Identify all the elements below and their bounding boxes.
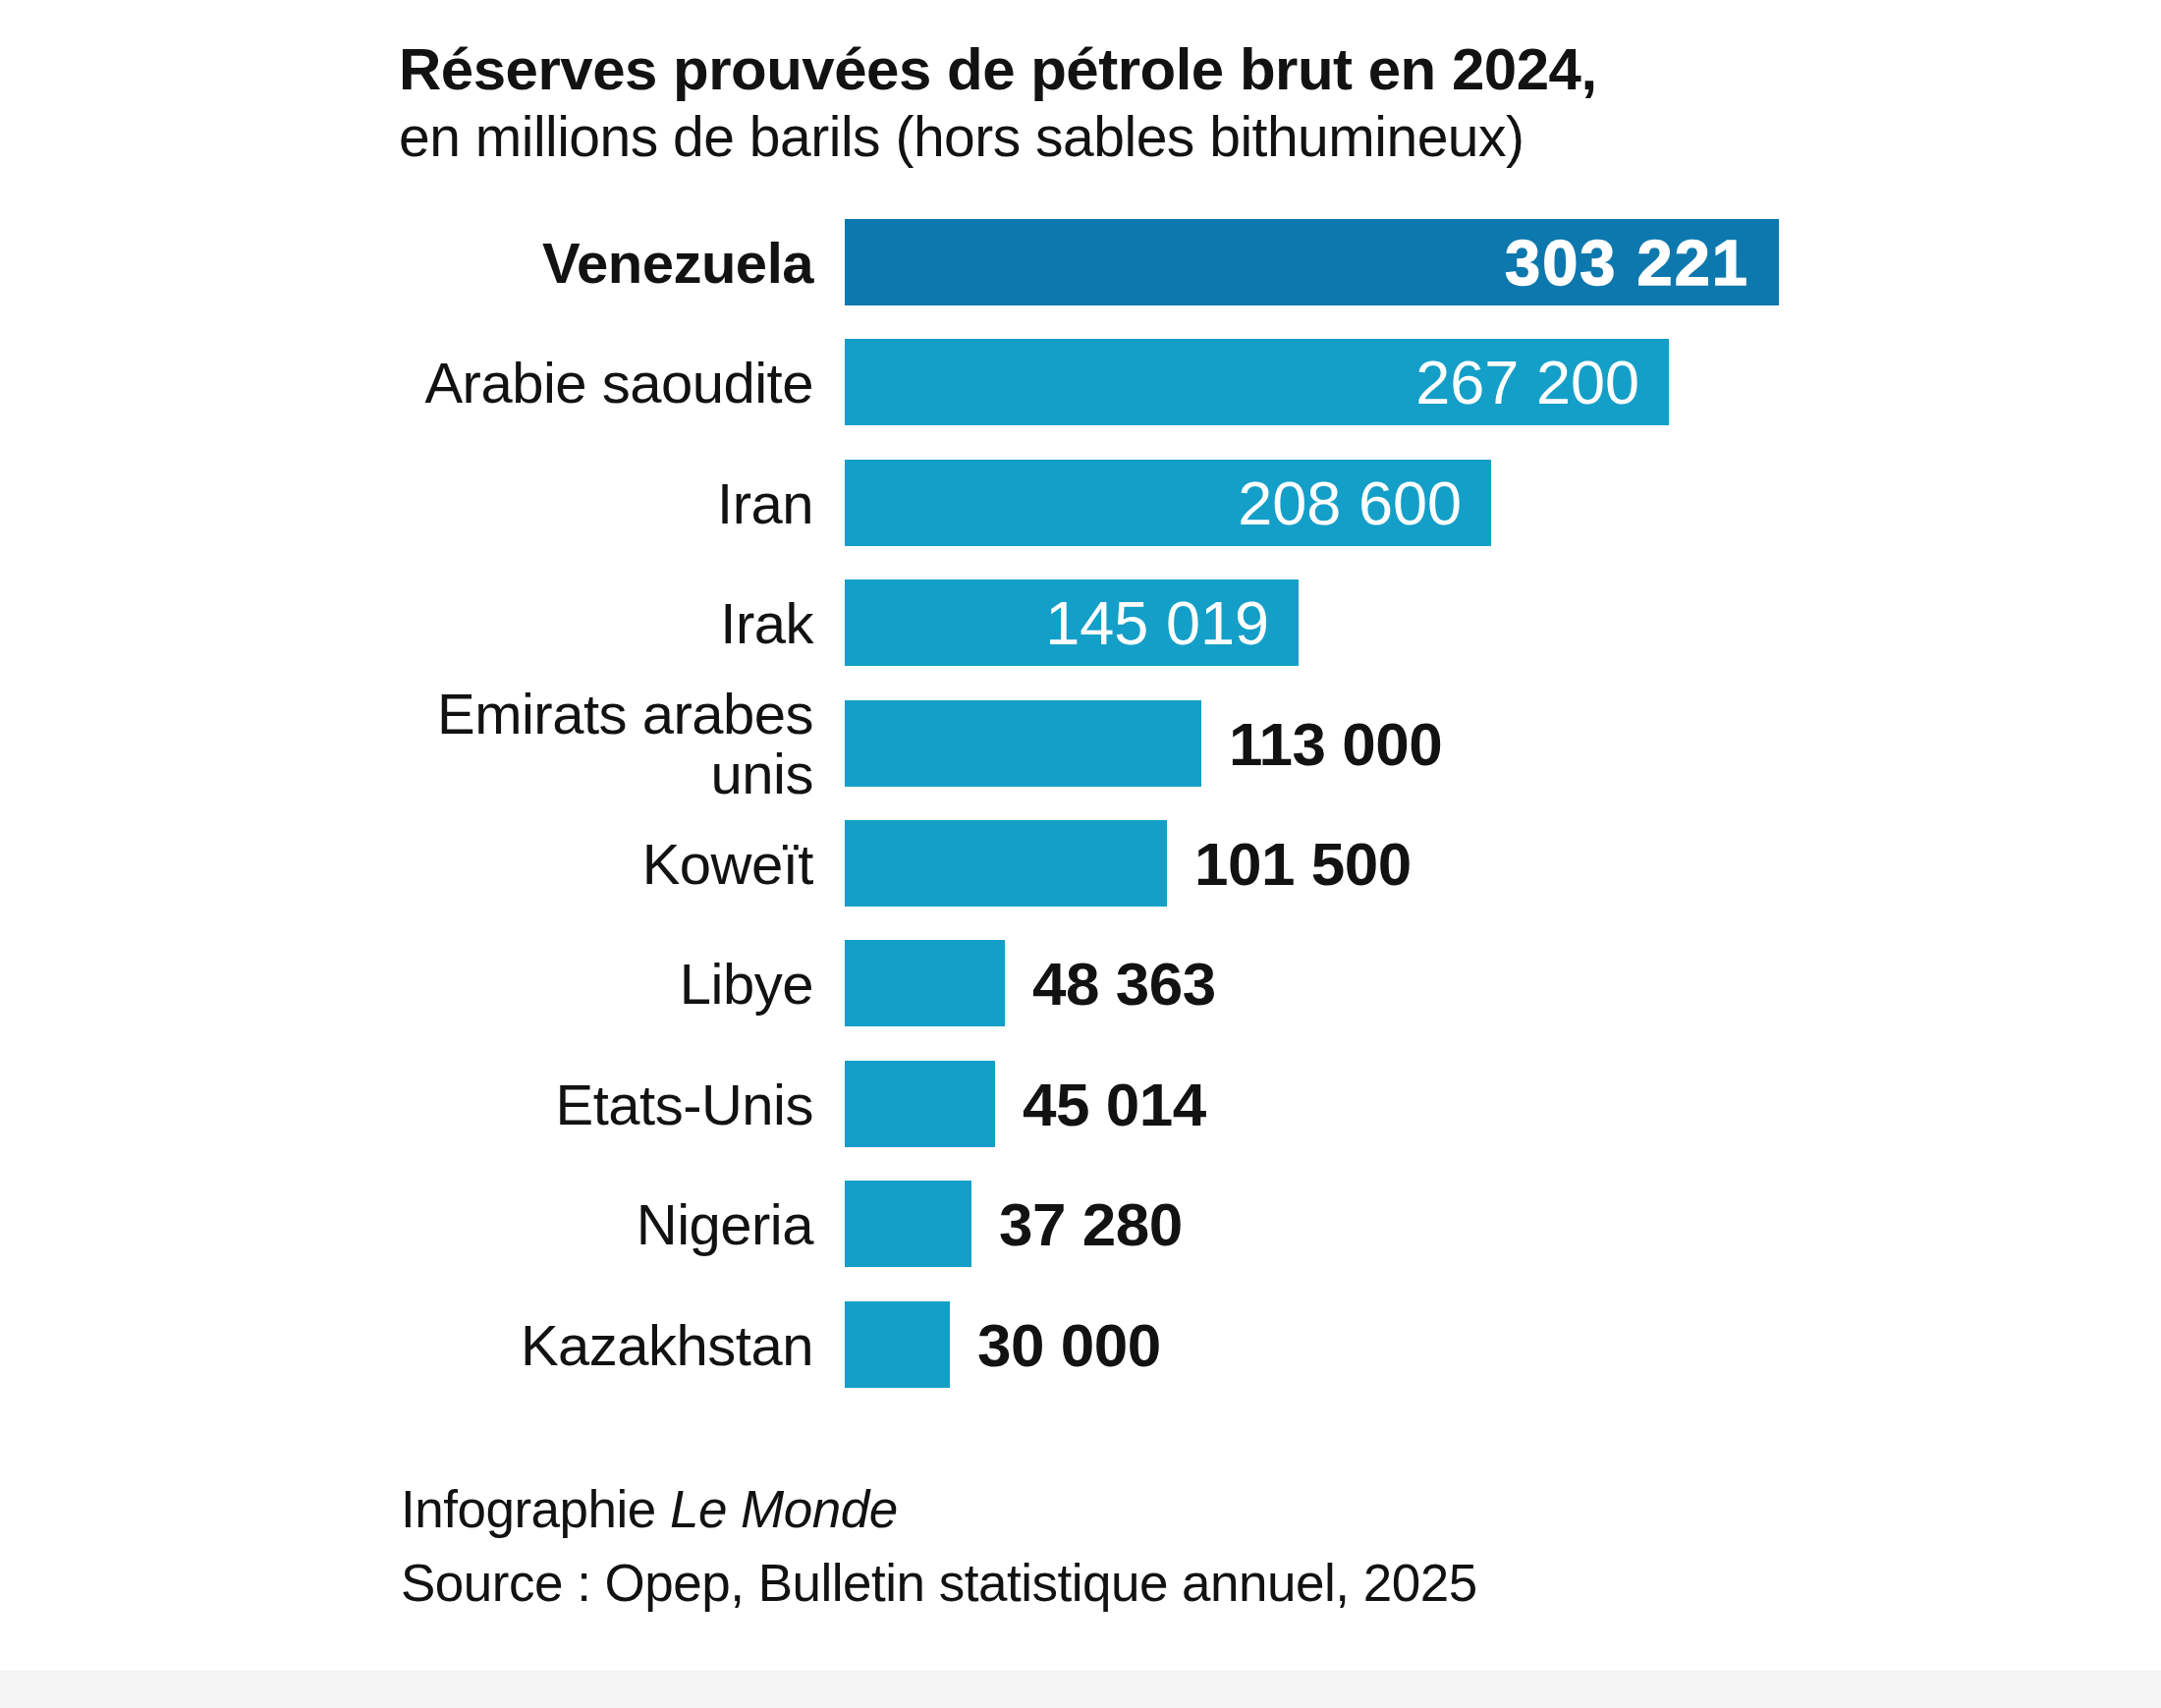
bar <box>845 1061 995 1147</box>
value-label: 267 200 <box>1415 347 1639 417</box>
chart-row: Irak 145 019 <box>0 579 2161 666</box>
bar: 145 019 <box>845 579 1299 666</box>
chart-row: Nigeria 37 280 <box>0 1181 2161 1267</box>
credit-prefix: Infographie <box>401 1480 670 1538</box>
infographic: Réserves prouvées de pétrole brut en 202… <box>0 0 2161 1708</box>
chart-row: Venezuela 303 221 <box>0 219 2161 305</box>
bar <box>845 820 1167 907</box>
value-label: 101 500 <box>1194 829 1412 899</box>
category-label: Libye <box>352 954 813 1014</box>
chart-row: Kazakhstan 30 000 <box>0 1301 2161 1388</box>
chart-subtitle: en millions de barils (hors sables bithu… <box>399 104 1524 169</box>
category-label: Arabie saoudite <box>352 353 813 413</box>
category-label: Emirats arabes unis <box>352 684 813 803</box>
category-label: Etats-Unis <box>352 1074 813 1134</box>
bar <box>845 1181 971 1267</box>
category-label: Iran <box>352 473 813 533</box>
bar: 303 221 <box>845 219 1779 305</box>
chart-row: Iran 208 600 <box>0 460 2161 546</box>
chart-row: Libye 48 363 <box>0 940 2161 1026</box>
value-label: 303 221 <box>1505 226 1749 300</box>
chart-title: Réserves prouvées de pétrole brut en 202… <box>399 35 1597 103</box>
chart-row: Koweït 101 500 <box>0 820 2161 907</box>
source-line: Source : Opep, Bulletin statistique annu… <box>401 1553 1477 1613</box>
chart-row: Emirats arabes unis113 000 <box>0 700 2161 787</box>
category-label: Venezuela <box>352 233 813 293</box>
credit-name: Le Monde <box>670 1480 898 1538</box>
value-label: 45 014 <box>1023 1070 1206 1139</box>
value-label: 113 000 <box>1229 709 1442 779</box>
value-label: 37 280 <box>999 1189 1183 1259</box>
bar: 267 200 <box>845 339 1669 425</box>
value-label: 30 000 <box>977 1310 1161 1380</box>
value-label: 208 600 <box>1238 468 1462 538</box>
chart-row: Arabie saoudite 267 200 <box>0 339 2161 425</box>
category-label: Kazakhstan <box>352 1315 813 1375</box>
category-label: Koweït <box>352 834 813 894</box>
bar <box>845 700 1201 787</box>
bar: 208 600 <box>845 460 1491 546</box>
bottom-strip <box>0 1671 2161 1708</box>
bar <box>845 1301 950 1388</box>
credit-line: Infographie Le Monde <box>401 1479 898 1539</box>
category-label: Irak <box>352 593 813 653</box>
category-label: Nigeria <box>352 1194 813 1254</box>
chart-row: Etats-Unis 45 014 <box>0 1061 2161 1147</box>
bar <box>845 940 1005 1026</box>
value-label: 48 363 <box>1032 949 1216 1019</box>
value-label: 145 019 <box>1045 587 1269 658</box>
